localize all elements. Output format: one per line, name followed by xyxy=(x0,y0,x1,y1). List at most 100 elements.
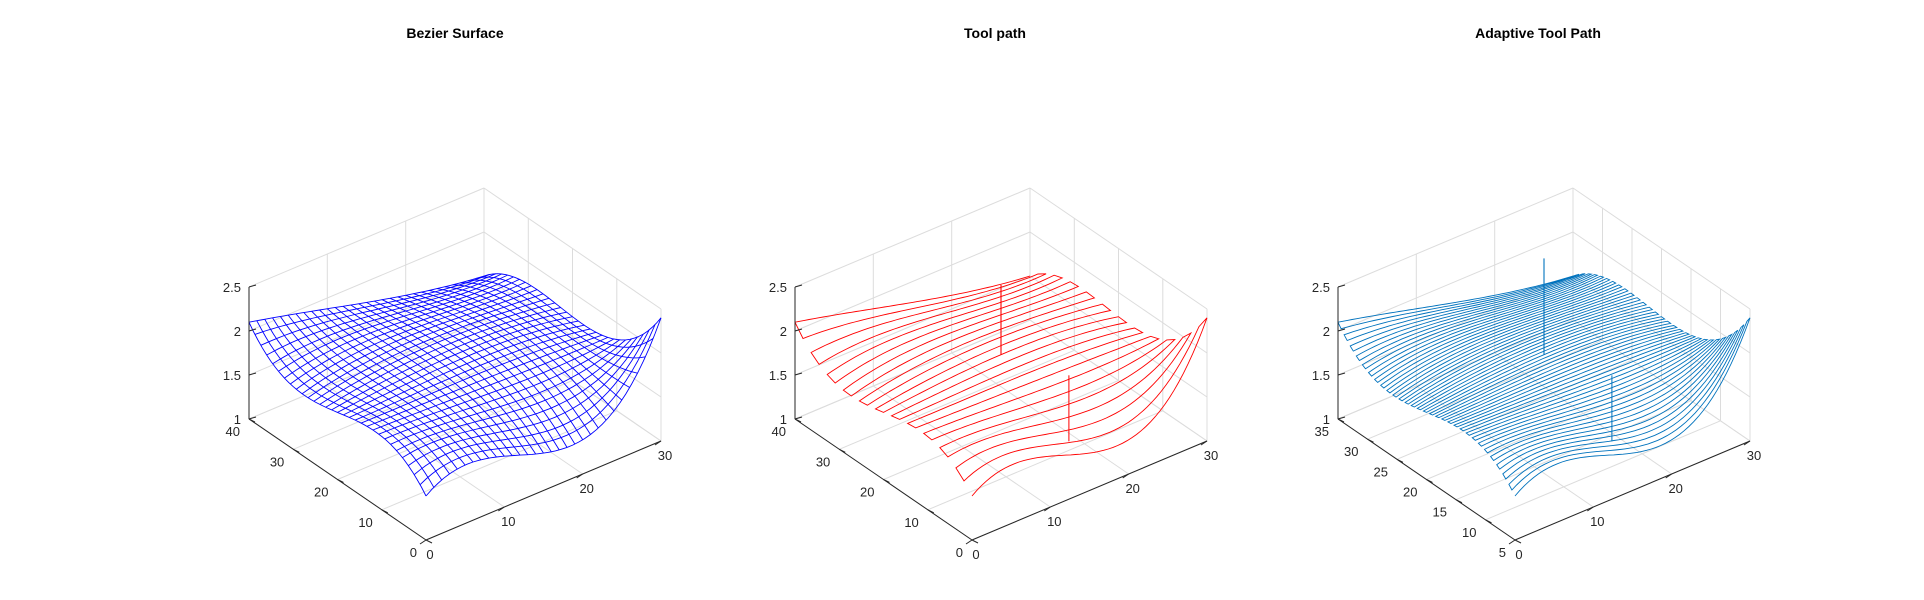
z-tick-label: 2.5 xyxy=(223,280,241,295)
mesh-line-v xyxy=(254,273,491,335)
z-tick xyxy=(248,328,257,332)
y-tick xyxy=(381,509,389,514)
y-tick xyxy=(293,448,300,453)
z-tick xyxy=(248,416,257,420)
y-tick xyxy=(839,448,846,453)
x-tick xyxy=(1743,440,1751,446)
z-tick-label: 1 xyxy=(780,412,787,427)
chart-title: Bezier Surface xyxy=(406,25,503,41)
mesh-line-v xyxy=(301,289,538,395)
x-axis-line xyxy=(971,440,1208,541)
z-tick-label: 2.5 xyxy=(1312,280,1330,295)
x-tick-label: 0 xyxy=(972,547,979,562)
x-tick xyxy=(1044,506,1051,512)
wall-gridline xyxy=(1029,187,1208,310)
y-tick-label: 25 xyxy=(1374,464,1388,479)
y-tick-label: 35 xyxy=(1315,424,1329,439)
floor-gridline xyxy=(381,410,617,511)
z-tick xyxy=(794,328,803,332)
x-tick-label: 30 xyxy=(1204,448,1218,463)
floor-gridline xyxy=(1367,339,1603,440)
mesh-line-v xyxy=(360,331,597,424)
chart-title: Tool path xyxy=(964,25,1026,41)
tool-path-lines xyxy=(794,273,1208,497)
mesh-line-v xyxy=(408,333,644,466)
y-tick-label: 30 xyxy=(1344,444,1358,459)
surface-mesh xyxy=(248,273,662,497)
z-tick xyxy=(1337,284,1346,288)
mesh-line-v xyxy=(248,275,485,323)
mesh-line-v xyxy=(325,307,561,408)
x-tick xyxy=(1665,473,1672,479)
x-tick-label: 0 xyxy=(426,547,433,562)
z-tick-label: 1 xyxy=(1323,412,1330,427)
y-tick-label: 10 xyxy=(904,515,918,530)
y-tick-label: 20 xyxy=(314,485,328,500)
x-tick xyxy=(576,473,583,479)
z-tick-label: 2 xyxy=(780,324,787,339)
wall-gridline xyxy=(1029,231,1208,354)
mesh-line-v xyxy=(319,302,555,405)
x-tick xyxy=(654,440,662,446)
mesh-line-v xyxy=(413,329,650,475)
z-tick-label: 2 xyxy=(234,324,241,339)
y-tick xyxy=(971,539,979,544)
y-tick xyxy=(425,539,433,544)
wall-gridline xyxy=(1572,231,1751,354)
y-tick xyxy=(248,418,256,423)
mesh-line-v xyxy=(307,293,544,399)
mesh-line-v xyxy=(366,334,603,427)
y-tick-label: 30 xyxy=(816,454,830,469)
y-tick-label: 15 xyxy=(1433,505,1447,520)
mesh-line-v xyxy=(337,316,573,413)
y-tick xyxy=(1396,458,1404,463)
y-tick xyxy=(1455,499,1463,504)
wall-gridline xyxy=(248,231,485,332)
x-tick-label: 10 xyxy=(1590,514,1604,529)
z-tick xyxy=(248,372,257,376)
mesh-line-v xyxy=(272,274,508,365)
mesh-line-v xyxy=(372,336,609,431)
y-tick-label: 30 xyxy=(270,454,284,469)
y-tick-label: 40 xyxy=(772,424,786,439)
axes-box xyxy=(794,284,1208,545)
floor-gridline xyxy=(1485,420,1721,521)
mesh-line-v xyxy=(290,281,526,385)
mesh-line-v xyxy=(378,338,615,435)
floor-gridline xyxy=(839,349,1075,450)
tick-labels: 0 10 20 30 5 10 15 20 25 30 351 1.5 2 2.5 xyxy=(1312,280,1761,562)
y-tick xyxy=(1485,519,1492,524)
x-tick xyxy=(1587,506,1594,512)
x-axis-line xyxy=(1514,440,1751,541)
tool-path-panel: Tool path 0 10 20 30 0 10 20 30 401 1.5 2 2.5 xyxy=(769,25,1218,562)
y-tick-label: 5 xyxy=(1499,545,1506,560)
x-tick-label: 30 xyxy=(658,448,672,463)
z-tick-label: 2.5 xyxy=(769,280,787,295)
wall-gridline xyxy=(1572,187,1751,310)
mesh-line-v xyxy=(419,324,656,486)
x-tick-label: 20 xyxy=(1668,481,1682,496)
z-tick xyxy=(1337,328,1346,332)
x-tick xyxy=(498,506,505,512)
y-tick xyxy=(337,479,344,483)
mesh-line-v xyxy=(384,339,620,440)
floor-gridline xyxy=(883,380,1119,480)
y-tick xyxy=(1367,438,1374,443)
mesh-line-v xyxy=(402,336,638,458)
x-tick-label: 20 xyxy=(1125,481,1139,496)
wall-gridline xyxy=(1337,231,1574,332)
z-tick xyxy=(248,284,257,288)
wall-gridline xyxy=(1029,319,1208,442)
y-tick xyxy=(927,509,935,514)
z-tick xyxy=(1337,372,1346,376)
y-tick xyxy=(883,479,890,483)
wall-gridline xyxy=(1029,275,1208,398)
floor-gridline xyxy=(337,380,573,480)
floor-gridline xyxy=(927,410,1163,511)
x-tick xyxy=(419,539,427,545)
mesh-line-v xyxy=(396,338,632,451)
x-tick-label: 10 xyxy=(501,514,515,529)
mesh-line-v xyxy=(266,273,502,356)
adaptive-tool-path-panel: Adaptive Tool Path 010203051015202530351… xyxy=(1312,25,1761,562)
